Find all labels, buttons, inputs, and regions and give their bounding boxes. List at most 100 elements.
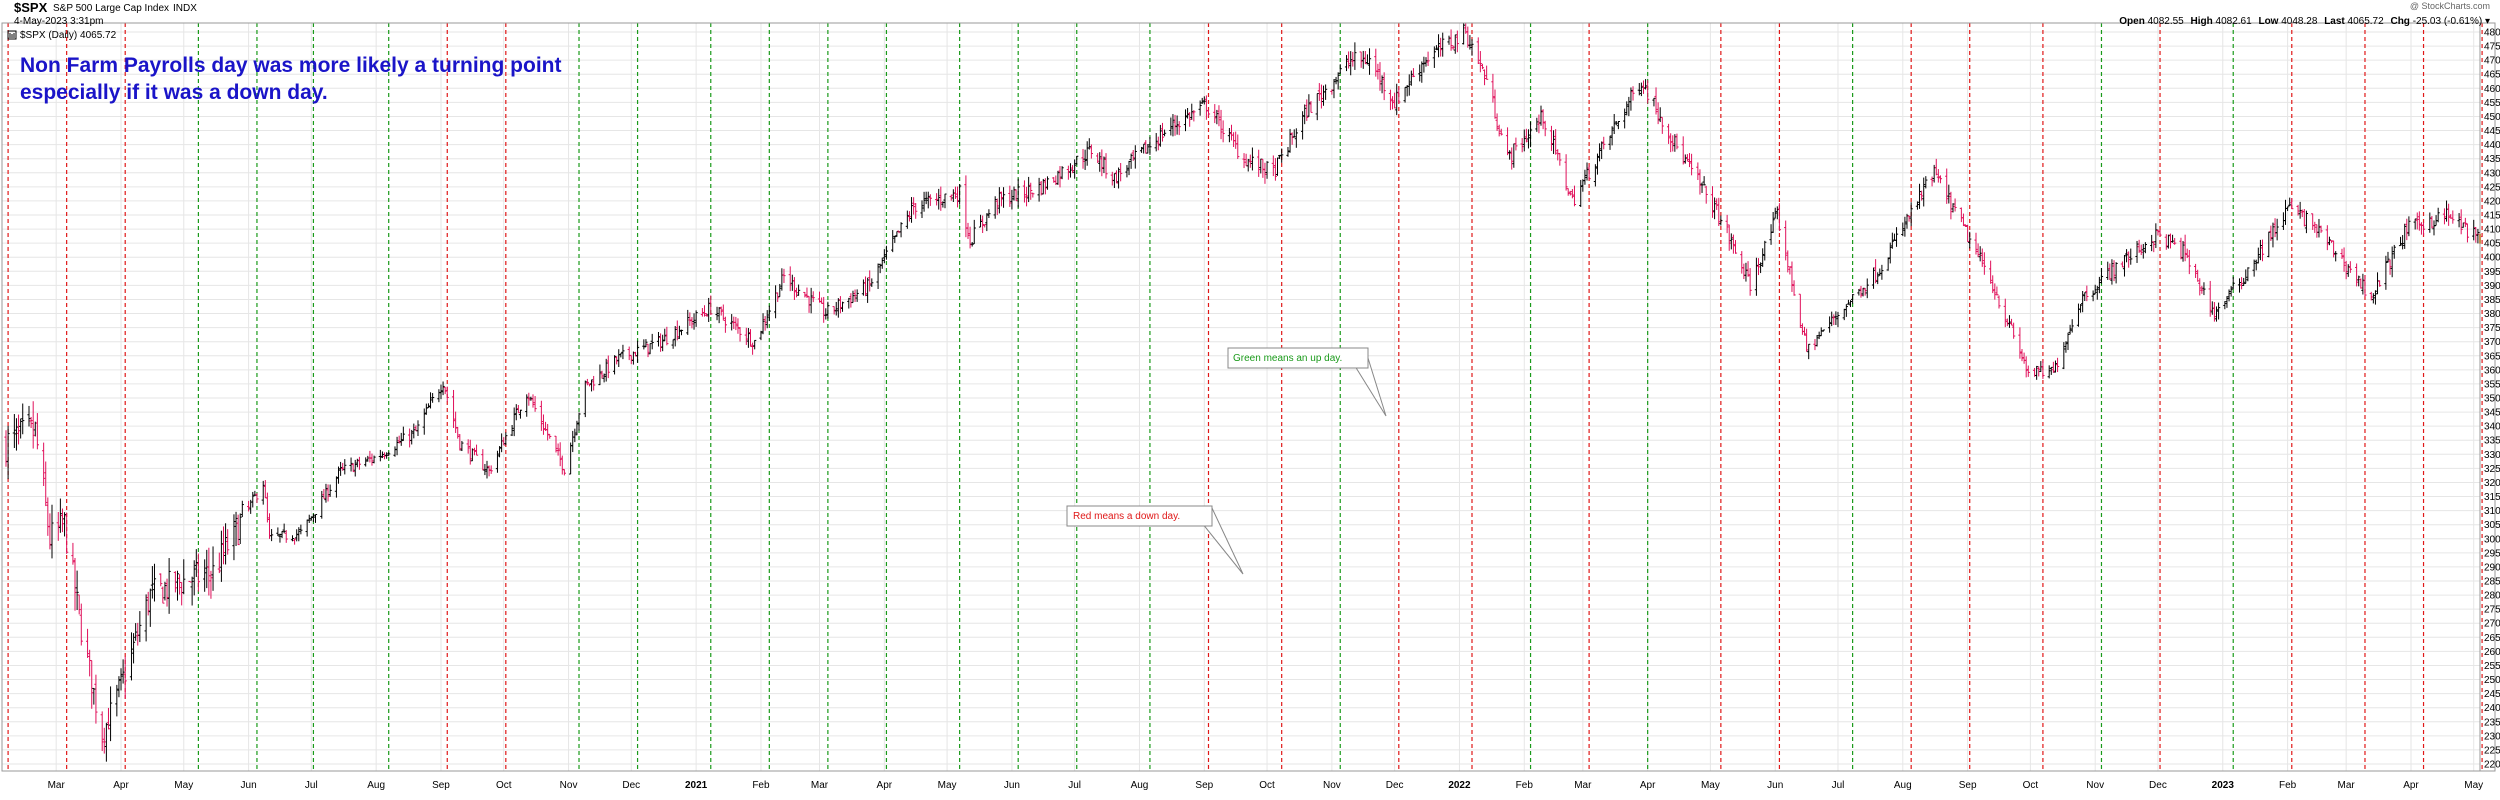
legend-swatch-mark (9, 33, 15, 38)
price-bar (730, 314, 734, 331)
price-bar (1568, 190, 1572, 196)
y-tick-label: 3700 (2484, 337, 2500, 348)
price-bar (2246, 267, 2250, 282)
price-bar (1821, 329, 1825, 332)
price-bar (533, 396, 537, 412)
y-tick-label: 4200 (2484, 196, 2500, 207)
price-bar (2290, 198, 2294, 210)
price-bar (209, 570, 213, 599)
price-bar (546, 423, 550, 441)
price-bar (1777, 203, 1782, 232)
price-bar (675, 320, 679, 341)
price-bar (1597, 143, 1602, 162)
x-tick-label: Mar (2338, 780, 2356, 791)
price-bar (1915, 201, 1920, 210)
price-bar (2459, 209, 2463, 235)
price-bar (677, 325, 681, 339)
price-bar (635, 340, 640, 363)
price-bar (1102, 156, 1106, 174)
x-tick-label: Sep (432, 780, 450, 791)
price-bar (1639, 82, 1643, 97)
price-bar (939, 186, 943, 211)
price-bar (2357, 275, 2361, 287)
price-bar (765, 310, 769, 329)
price-bar (907, 211, 912, 222)
price-bar (1273, 158, 1278, 181)
price-bar (410, 429, 414, 445)
price-bar (2141, 244, 2145, 259)
price-bar (2108, 263, 2112, 281)
y-tick-label: 3500 (2484, 394, 2500, 405)
price-bar (1043, 178, 1047, 195)
price-bar (1930, 176, 1934, 187)
price-bar (412, 423, 416, 439)
price-bar (336, 466, 341, 484)
price-bar (1966, 224, 1970, 243)
price-bar (1301, 111, 1305, 140)
price-bar (912, 197, 916, 215)
price-bar (1652, 97, 1656, 107)
price-bar (364, 457, 368, 467)
price-bar (1740, 251, 1744, 274)
price-bar (1175, 115, 1179, 135)
price-bar (1280, 148, 1284, 163)
price-bar (1558, 152, 1562, 166)
price-bar (1535, 117, 1539, 132)
price-bar (2432, 220, 2436, 236)
price-bar (661, 334, 665, 352)
price-bar (1570, 188, 1574, 199)
price-bar (1324, 84, 1328, 100)
price-bar (1336, 72, 1340, 90)
price-bar (882, 249, 886, 264)
price-bar (539, 400, 543, 431)
price-bar (863, 276, 868, 297)
x-tick-label: Nov (2086, 780, 2104, 791)
price-bar (1162, 129, 1167, 137)
price-bar (2273, 218, 2277, 238)
price-bar (217, 552, 221, 574)
price-bar (1528, 121, 1533, 148)
price-bar (1127, 160, 1131, 176)
price-bar (995, 198, 999, 216)
price-bar (1453, 34, 1457, 54)
price-bar (1608, 135, 1612, 150)
price-bar (1629, 87, 1633, 111)
price-bar (2139, 244, 2143, 256)
price-bar (1265, 161, 1269, 179)
price-bar (1158, 124, 1162, 147)
y-tick-label: 3750 (2484, 323, 2500, 334)
price-bar (1585, 162, 1589, 181)
annotation-line-1: Non Farm Payrolls day was more likely a … (20, 54, 561, 77)
price-bar (1681, 136, 1685, 165)
price-bar (2340, 248, 2344, 259)
price-bar (797, 284, 801, 296)
price-bar (1261, 158, 1265, 178)
price-bar (399, 432, 403, 446)
price-bar (1991, 275, 1995, 294)
price-bar (2093, 284, 2097, 295)
x-tick-label: Jun (241, 780, 257, 791)
price-bar (587, 383, 592, 387)
price-bar (495, 450, 500, 473)
price-bar (1491, 73, 1495, 103)
price-bar (1236, 134, 1240, 160)
price-bar (1953, 198, 1957, 212)
price-bar (16, 414, 21, 445)
price-bar (832, 306, 836, 315)
price-bar (707, 297, 711, 322)
price-bar (1595, 153, 1600, 175)
price-bar (612, 355, 617, 375)
price-bar (320, 490, 324, 519)
price-bar (1382, 72, 1386, 101)
price-bar (746, 328, 751, 348)
price-bar (1861, 287, 1865, 297)
y-tick-label: 3850 (2484, 295, 2500, 306)
x-tick-label: Jul (1068, 780, 1081, 791)
price-bar (1476, 37, 1480, 65)
price-bar (2451, 210, 2455, 224)
price-bar (1961, 213, 1966, 227)
price-bar (2237, 278, 2242, 293)
price-bar (663, 328, 667, 342)
price-bar (351, 463, 355, 473)
price-bar (134, 623, 138, 641)
